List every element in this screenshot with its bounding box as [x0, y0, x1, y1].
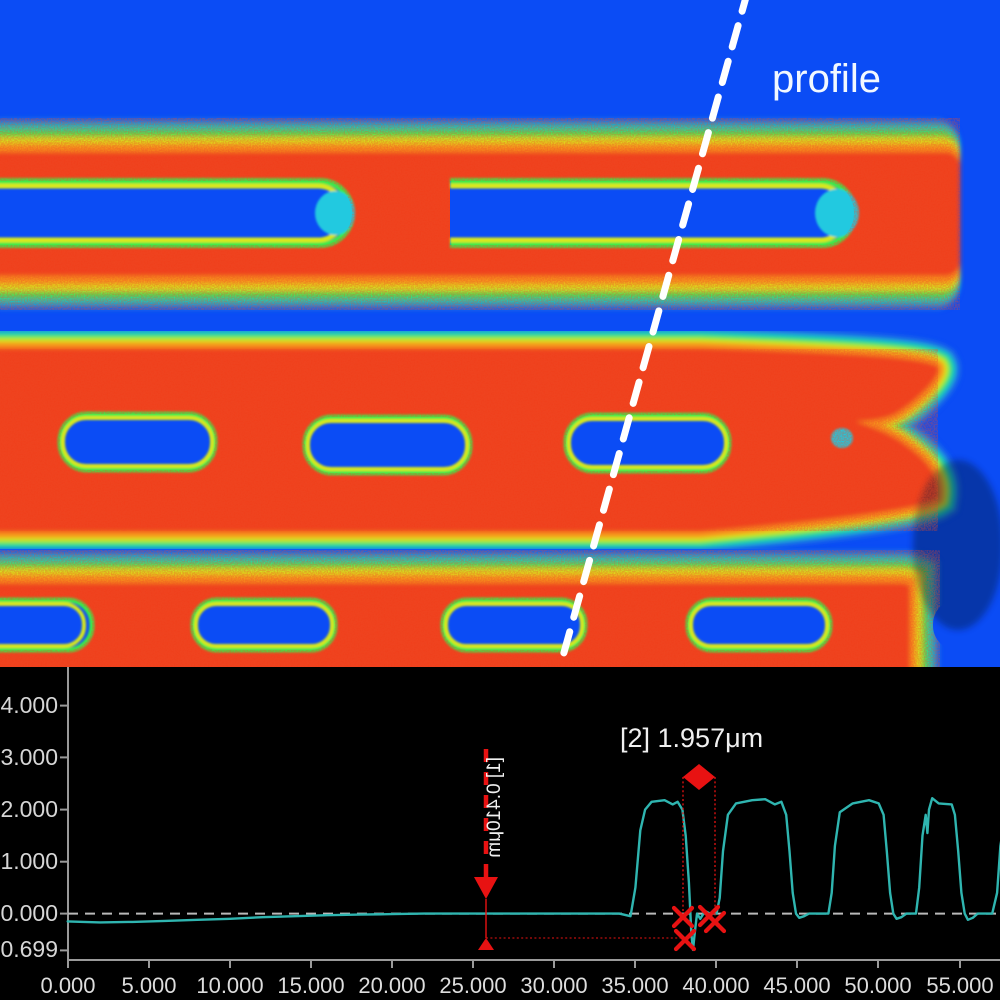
svg-text:40.000: 40.000 — [682, 973, 749, 998]
svg-text:5.000: 5.000 — [121, 973, 176, 998]
svg-text:3.000: 3.000 — [0, 744, 58, 770]
svg-text:50.000: 50.000 — [844, 973, 911, 998]
svg-text:-0.699: -0.699 — [0, 936, 58, 962]
svg-text:0.000: 0.000 — [0, 900, 58, 926]
svg-text:2.000: 2.000 — [0, 796, 58, 822]
svg-text:20.000: 20.000 — [358, 973, 425, 998]
svg-text:55.000: 55.000 — [926, 973, 993, 998]
svg-text:35.000: 35.000 — [601, 973, 668, 998]
svg-text:4.000: 4.000 — [0, 692, 58, 718]
svg-text:[2] 1.957μm: [2] 1.957μm — [620, 723, 763, 753]
svg-text:10.000: 10.000 — [196, 973, 263, 998]
svg-text:0.000: 0.000 — [40, 973, 95, 998]
svg-text:profile: profile — [772, 57, 881, 101]
svg-text:45.000: 45.000 — [763, 973, 830, 998]
svg-text:15.000: 15.000 — [277, 973, 344, 998]
svg-text:30.000: 30.000 — [520, 973, 587, 998]
svg-text:1.000: 1.000 — [0, 848, 58, 874]
svg-text:[1] 0.410μm: [1] 0.410μm — [484, 757, 505, 858]
svg-text:25.000: 25.000 — [439, 973, 506, 998]
